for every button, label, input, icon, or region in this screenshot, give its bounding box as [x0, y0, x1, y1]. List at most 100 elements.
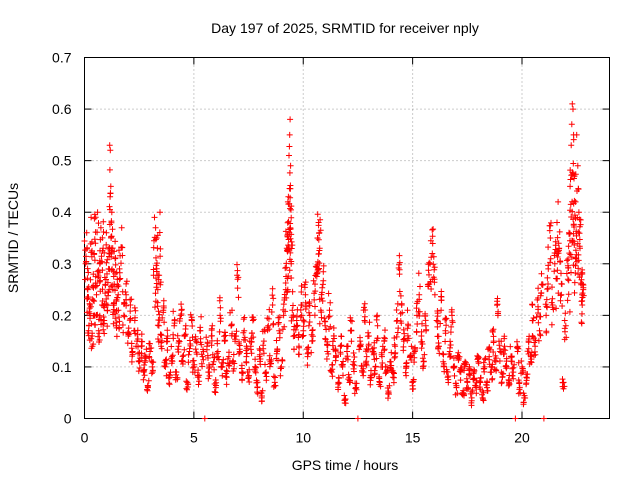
- data-point: [327, 299, 334, 306]
- data-point: [156, 311, 163, 318]
- data-point: [208, 342, 215, 349]
- data-point: [579, 271, 586, 277]
- data-point: [107, 193, 114, 200]
- data-point: [103, 296, 110, 302]
- data-point: [371, 344, 377, 351]
- data-point: [576, 243, 583, 250]
- data-point: [352, 385, 359, 392]
- data-point: [442, 330, 449, 337]
- data-point: [286, 152, 292, 159]
- data-point: [316, 320, 323, 327]
- data-point: [471, 366, 477, 373]
- data-point: [287, 194, 294, 201]
- data-point: [110, 309, 117, 316]
- data-point: [184, 384, 191, 390]
- data-point: [473, 390, 480, 397]
- data-point: [243, 359, 250, 366]
- data-point: [503, 365, 510, 372]
- data-point: [347, 327, 354, 334]
- data-point: [570, 238, 577, 245]
- data-point: [342, 396, 349, 402]
- data-point: [426, 271, 432, 278]
- data-point: [108, 209, 115, 216]
- data-point: [356, 343, 363, 350]
- data-point: [239, 376, 245, 383]
- data-point: [284, 286, 291, 293]
- data-point: [84, 265, 91, 272]
- data-point: [206, 363, 213, 370]
- data-point: [179, 361, 186, 367]
- data-point: [354, 415, 361, 422]
- data-point: [397, 310, 404, 317]
- data-point: [443, 322, 450, 329]
- data-point: [191, 361, 198, 368]
- data-point: [335, 384, 342, 391]
- data-point: [500, 370, 507, 377]
- data-point: [298, 289, 305, 295]
- data-point: [99, 286, 106, 293]
- data-point: [228, 322, 235, 329]
- data-point: [266, 363, 273, 370]
- data-point: [514, 338, 520, 345]
- data-point: [99, 234, 106, 241]
- data-point: [275, 319, 282, 326]
- data-point: [158, 339, 165, 346]
- data-point: [509, 358, 515, 365]
- data-point: [386, 382, 393, 389]
- data-point: [554, 219, 560, 226]
- data-point: [364, 333, 371, 340]
- data-point: [543, 312, 550, 319]
- data-point: [563, 334, 570, 341]
- data-point: [428, 286, 435, 292]
- data-point: [99, 298, 106, 304]
- data-point: [203, 334, 210, 341]
- data-point: [430, 253, 437, 260]
- data-point: [496, 338, 502, 345]
- data-point: [311, 312, 318, 319]
- data-point: [144, 382, 151, 389]
- data-point: [176, 318, 183, 324]
- data-point: [344, 343, 351, 350]
- data-point: [358, 362, 365, 369]
- data-point: [211, 381, 218, 387]
- data-point: [318, 309, 325, 316]
- data-point: [486, 356, 493, 363]
- data-point: [101, 249, 108, 256]
- data-point: [306, 312, 313, 319]
- data-point: [90, 312, 97, 319]
- data-point: [430, 261, 437, 268]
- data-point: [305, 322, 312, 329]
- data-point: [443, 315, 450, 322]
- data-point: [433, 317, 440, 324]
- data-point: [555, 240, 562, 247]
- data-point: [561, 325, 568, 332]
- data-point: [85, 327, 92, 334]
- data-point: [198, 351, 205, 358]
- data-point: [100, 218, 107, 225]
- data-point: [116, 276, 123, 283]
- data-point: [483, 381, 490, 388]
- data-point: [524, 348, 531, 355]
- data-point: [577, 221, 584, 228]
- data-point: [208, 327, 215, 334]
- data-point: [100, 326, 107, 333]
- data-point: [306, 319, 313, 325]
- data-point: [269, 292, 276, 299]
- data-point: [145, 377, 152, 384]
- data-point: [205, 375, 212, 382]
- data-point: [120, 312, 127, 319]
- data-point: [350, 365, 357, 372]
- data-point: [287, 225, 294, 232]
- data-point: [203, 346, 210, 353]
- data-point: [300, 317, 307, 324]
- data-point: [118, 260, 124, 267]
- data-point: [83, 245, 90, 252]
- data-point: [579, 290, 586, 297]
- data-point: [294, 322, 301, 329]
- data-point: [281, 291, 288, 298]
- data-point: [567, 251, 574, 258]
- y-tick-label: 0.4: [52, 204, 72, 220]
- data-point: [94, 209, 101, 216]
- tick-labels: 0 0.1 0.2 0.3 0.4 0.5 0.6 0.7 0 5 10 15 20: [52, 50, 530, 446]
- data-point: [489, 327, 496, 334]
